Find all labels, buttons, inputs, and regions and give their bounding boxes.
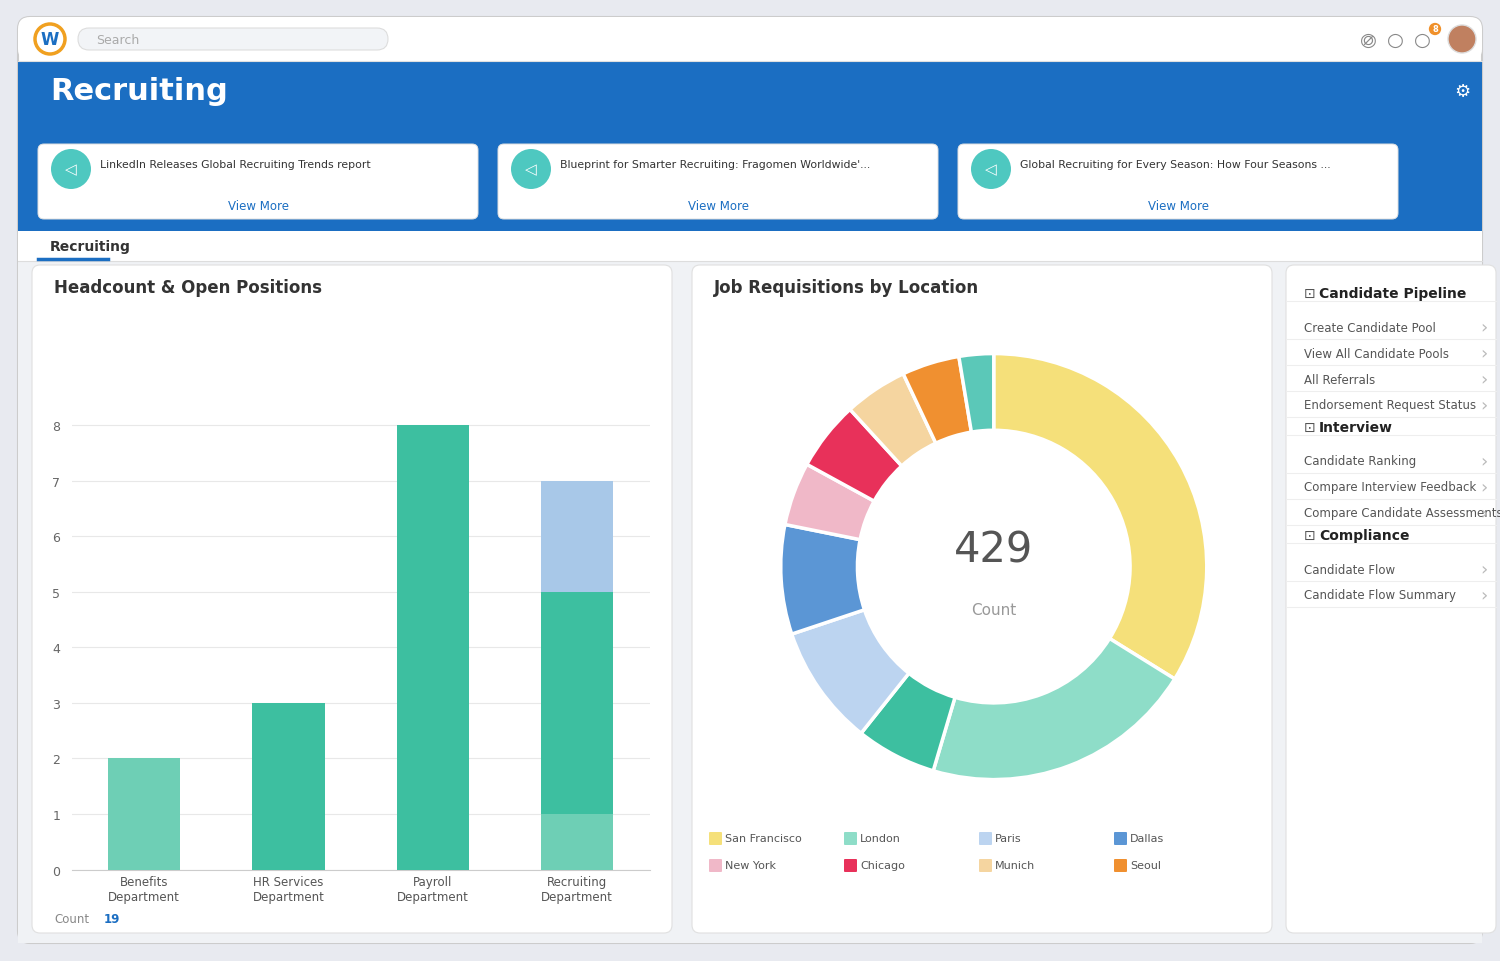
Text: ›: › bbox=[1480, 319, 1488, 336]
Text: ›: › bbox=[1480, 505, 1488, 523]
Text: View All Candidate Pools: View All Candidate Pools bbox=[1304, 347, 1449, 360]
Text: Chicago: Chicago bbox=[859, 860, 904, 870]
Wedge shape bbox=[903, 357, 972, 444]
Text: London: London bbox=[859, 833, 901, 843]
Text: Compare Candidate Assessments: Compare Candidate Assessments bbox=[1304, 507, 1500, 520]
Text: ⊡: ⊡ bbox=[1304, 529, 1316, 542]
Text: Candidate Ranking: Candidate Ranking bbox=[1304, 455, 1416, 468]
Text: Compare Interview Feedback: Compare Interview Feedback bbox=[1304, 481, 1476, 494]
Text: ◁: ◁ bbox=[64, 162, 76, 178]
Text: Compliance: Compliance bbox=[1318, 529, 1410, 542]
Text: ◁: ◁ bbox=[525, 162, 537, 178]
Text: W: W bbox=[40, 31, 58, 49]
Text: ⚙: ⚙ bbox=[1454, 83, 1470, 101]
Wedge shape bbox=[782, 525, 864, 634]
Text: ›: › bbox=[1480, 371, 1488, 388]
Circle shape bbox=[51, 150, 92, 190]
Text: 19: 19 bbox=[104, 913, 120, 925]
FancyBboxPatch shape bbox=[844, 832, 856, 845]
Circle shape bbox=[34, 25, 64, 55]
FancyBboxPatch shape bbox=[980, 832, 992, 845]
Bar bbox=[542, 592, 614, 814]
Circle shape bbox=[1428, 23, 1442, 37]
Text: Search: Search bbox=[96, 34, 140, 46]
Text: LinkedIn Releases Global Recruiting Trends report: LinkedIn Releases Global Recruiting Tren… bbox=[100, 160, 370, 170]
Text: Seoul: Seoul bbox=[1130, 860, 1161, 870]
FancyBboxPatch shape bbox=[958, 145, 1398, 220]
FancyBboxPatch shape bbox=[844, 859, 856, 872]
Text: Endorsement Request Status: Endorsement Request Status bbox=[1304, 399, 1476, 412]
FancyBboxPatch shape bbox=[692, 266, 1272, 933]
Text: ○: ○ bbox=[1359, 31, 1377, 49]
Text: Count: Count bbox=[54, 913, 88, 925]
Text: ○: ○ bbox=[1413, 31, 1431, 49]
Bar bbox=[398, 426, 470, 870]
Wedge shape bbox=[958, 355, 994, 432]
Text: ⊡: ⊡ bbox=[1304, 421, 1316, 434]
Wedge shape bbox=[933, 639, 1174, 779]
Text: ◁: ◁ bbox=[986, 162, 998, 178]
Bar bbox=[542, 481, 614, 592]
Wedge shape bbox=[784, 465, 874, 540]
Circle shape bbox=[512, 150, 550, 190]
FancyBboxPatch shape bbox=[18, 18, 1482, 62]
Text: View More: View More bbox=[687, 199, 748, 212]
Text: ○: ○ bbox=[1386, 31, 1404, 49]
Bar bbox=[108, 758, 180, 870]
Wedge shape bbox=[807, 410, 901, 502]
Bar bbox=[542, 814, 614, 870]
Wedge shape bbox=[993, 355, 1206, 679]
Text: Blueprint for Smarter Recruiting: Fragomen Worldwide'...: Blueprint for Smarter Recruiting: Fragom… bbox=[560, 160, 870, 170]
FancyBboxPatch shape bbox=[18, 261, 1482, 943]
FancyBboxPatch shape bbox=[18, 62, 1482, 232]
Wedge shape bbox=[861, 674, 956, 771]
FancyBboxPatch shape bbox=[498, 145, 938, 220]
Text: Headcount & Open Positions: Headcount & Open Positions bbox=[54, 279, 322, 297]
Wedge shape bbox=[850, 375, 936, 466]
Text: ⊡: ⊡ bbox=[1304, 286, 1316, 301]
Text: ›: › bbox=[1480, 560, 1488, 579]
Text: Job Requisitions by Location: Job Requisitions by Location bbox=[714, 279, 980, 297]
Text: Count: Count bbox=[970, 602, 1017, 617]
Text: Dallas: Dallas bbox=[1130, 833, 1164, 843]
FancyBboxPatch shape bbox=[32, 266, 672, 933]
FancyBboxPatch shape bbox=[18, 18, 1482, 943]
Text: ⌀: ⌀ bbox=[1362, 31, 1374, 49]
Text: All Referrals: All Referrals bbox=[1304, 373, 1376, 386]
Text: ›: › bbox=[1480, 345, 1488, 362]
Text: Candidate Flow: Candidate Flow bbox=[1304, 563, 1395, 576]
Text: Recruiting: Recruiting bbox=[50, 239, 130, 254]
FancyBboxPatch shape bbox=[78, 29, 388, 51]
FancyBboxPatch shape bbox=[1114, 832, 1126, 845]
FancyBboxPatch shape bbox=[710, 832, 722, 845]
Text: View More: View More bbox=[228, 199, 288, 212]
Text: Munich: Munich bbox=[994, 860, 1035, 870]
Bar bbox=[252, 703, 324, 870]
FancyBboxPatch shape bbox=[710, 859, 722, 872]
FancyBboxPatch shape bbox=[18, 232, 1482, 261]
Text: Paris: Paris bbox=[994, 833, 1022, 843]
Text: Candidate Pipeline: Candidate Pipeline bbox=[1318, 286, 1467, 301]
Text: San Francisco: San Francisco bbox=[724, 833, 801, 843]
FancyBboxPatch shape bbox=[38, 145, 478, 220]
Text: ›: › bbox=[1480, 453, 1488, 471]
Circle shape bbox=[970, 150, 1011, 190]
Text: 8: 8 bbox=[1432, 26, 1438, 35]
Text: View More: View More bbox=[1148, 199, 1209, 212]
Text: Recruiting: Recruiting bbox=[50, 78, 228, 107]
Text: ›: › bbox=[1480, 586, 1488, 604]
Wedge shape bbox=[792, 610, 909, 733]
Text: ›: › bbox=[1480, 479, 1488, 497]
Text: 429: 429 bbox=[954, 529, 1034, 571]
Text: New York: New York bbox=[724, 860, 776, 870]
Text: Global Recruiting for Every Season: How Four Seasons ...: Global Recruiting for Every Season: How … bbox=[1020, 160, 1330, 170]
Text: Create Candidate Pool: Create Candidate Pool bbox=[1304, 321, 1436, 334]
FancyBboxPatch shape bbox=[1114, 859, 1126, 872]
Text: Interview: Interview bbox=[1318, 421, 1394, 434]
Text: Candidate Flow Summary: Candidate Flow Summary bbox=[1304, 589, 1456, 602]
Text: ›: › bbox=[1480, 397, 1488, 414]
Circle shape bbox=[1448, 26, 1476, 54]
FancyBboxPatch shape bbox=[1286, 266, 1496, 933]
FancyBboxPatch shape bbox=[980, 859, 992, 872]
